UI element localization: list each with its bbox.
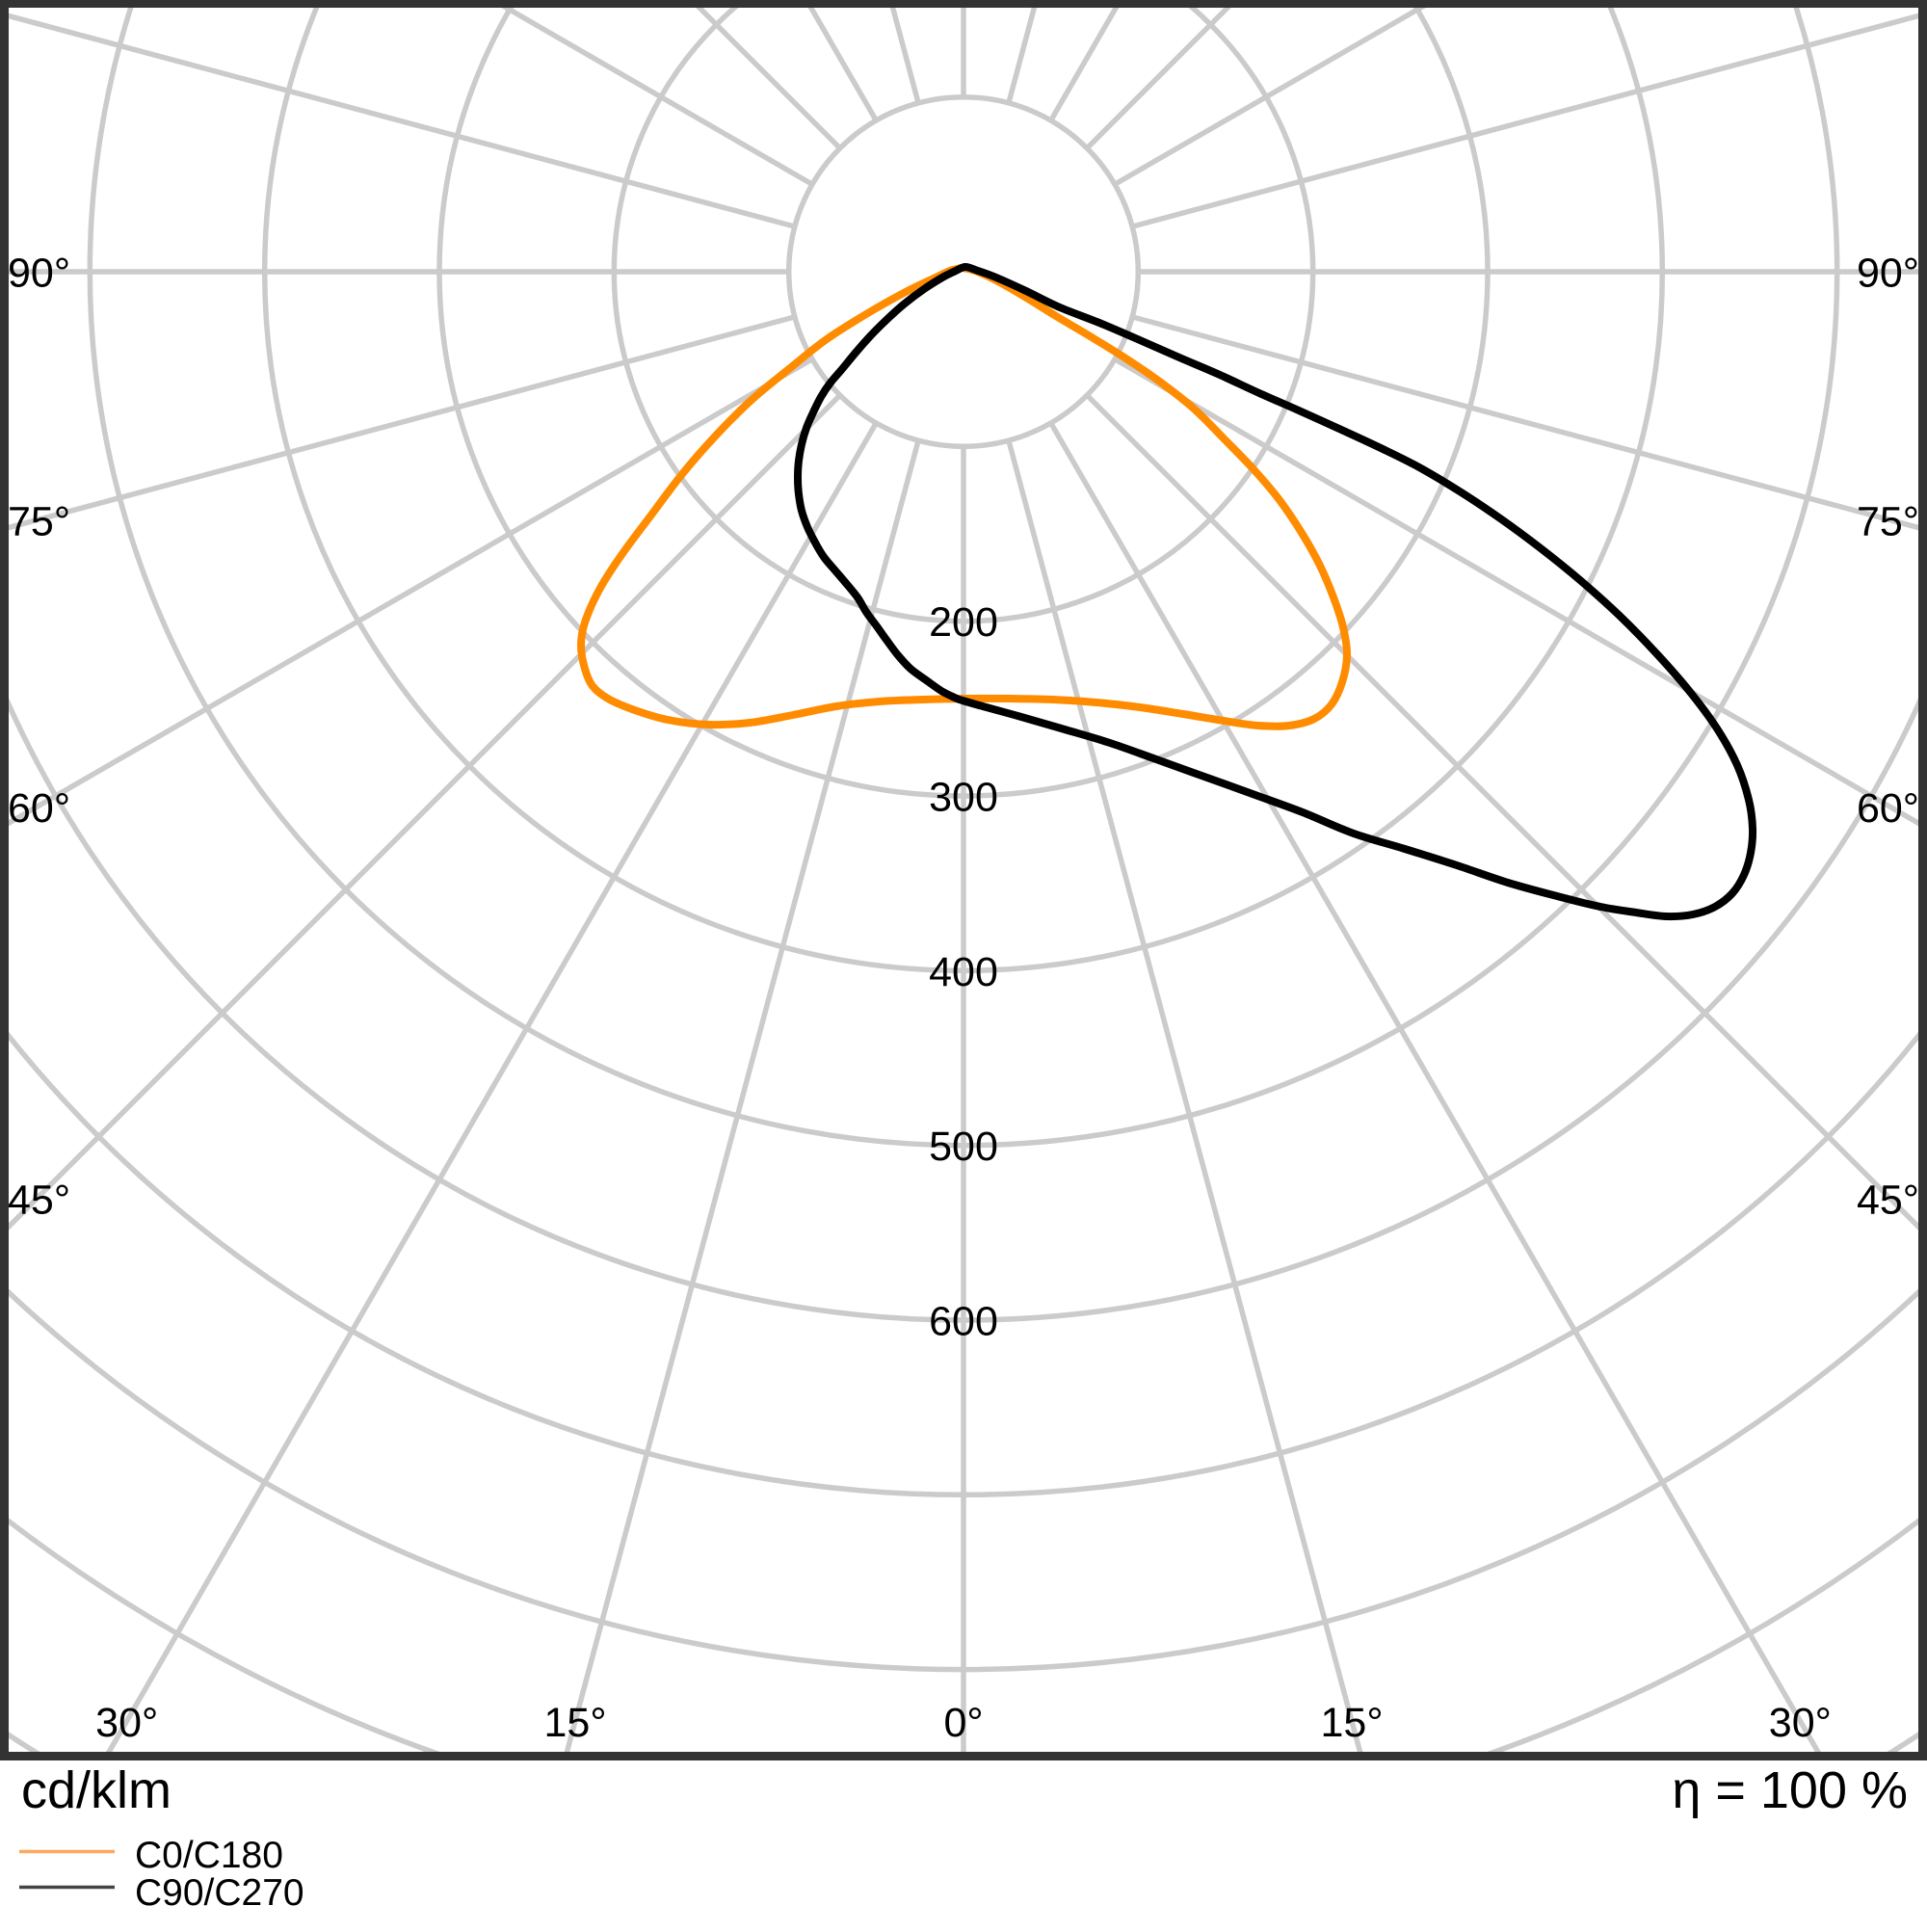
svg-text:75°: 75° bbox=[1857, 498, 1919, 544]
svg-text:C0/C180: C0/C180 bbox=[135, 1835, 283, 1876]
svg-text:90°: 90° bbox=[8, 251, 70, 297]
svg-text:400: 400 bbox=[929, 949, 998, 995]
svg-text:200: 200 bbox=[929, 599, 998, 646]
svg-text:0°: 0° bbox=[943, 1700, 983, 1746]
svg-text:60°: 60° bbox=[1857, 785, 1919, 832]
svg-text:45°: 45° bbox=[1857, 1178, 1919, 1224]
svg-text:15°: 15° bbox=[543, 1700, 606, 1746]
svg-text:500: 500 bbox=[929, 1124, 998, 1170]
svg-text:cd/klm: cd/klm bbox=[21, 1761, 172, 1819]
svg-text:75°: 75° bbox=[8, 498, 70, 544]
svg-text:15°: 15° bbox=[1320, 1700, 1383, 1746]
svg-text:60°: 60° bbox=[8, 785, 70, 832]
svg-text:90°: 90° bbox=[1857, 251, 1919, 297]
svg-text:300: 300 bbox=[929, 775, 998, 821]
svg-text:30°: 30° bbox=[1769, 1700, 1832, 1746]
svg-text:30°: 30° bbox=[95, 1700, 158, 1746]
svg-text:45°: 45° bbox=[8, 1178, 70, 1224]
svg-text:C90/C270: C90/C270 bbox=[135, 1872, 304, 1914]
svg-text:600: 600 bbox=[929, 1299, 998, 1345]
svg-text:η = 100 %: η = 100 % bbox=[1672, 1761, 1908, 1819]
